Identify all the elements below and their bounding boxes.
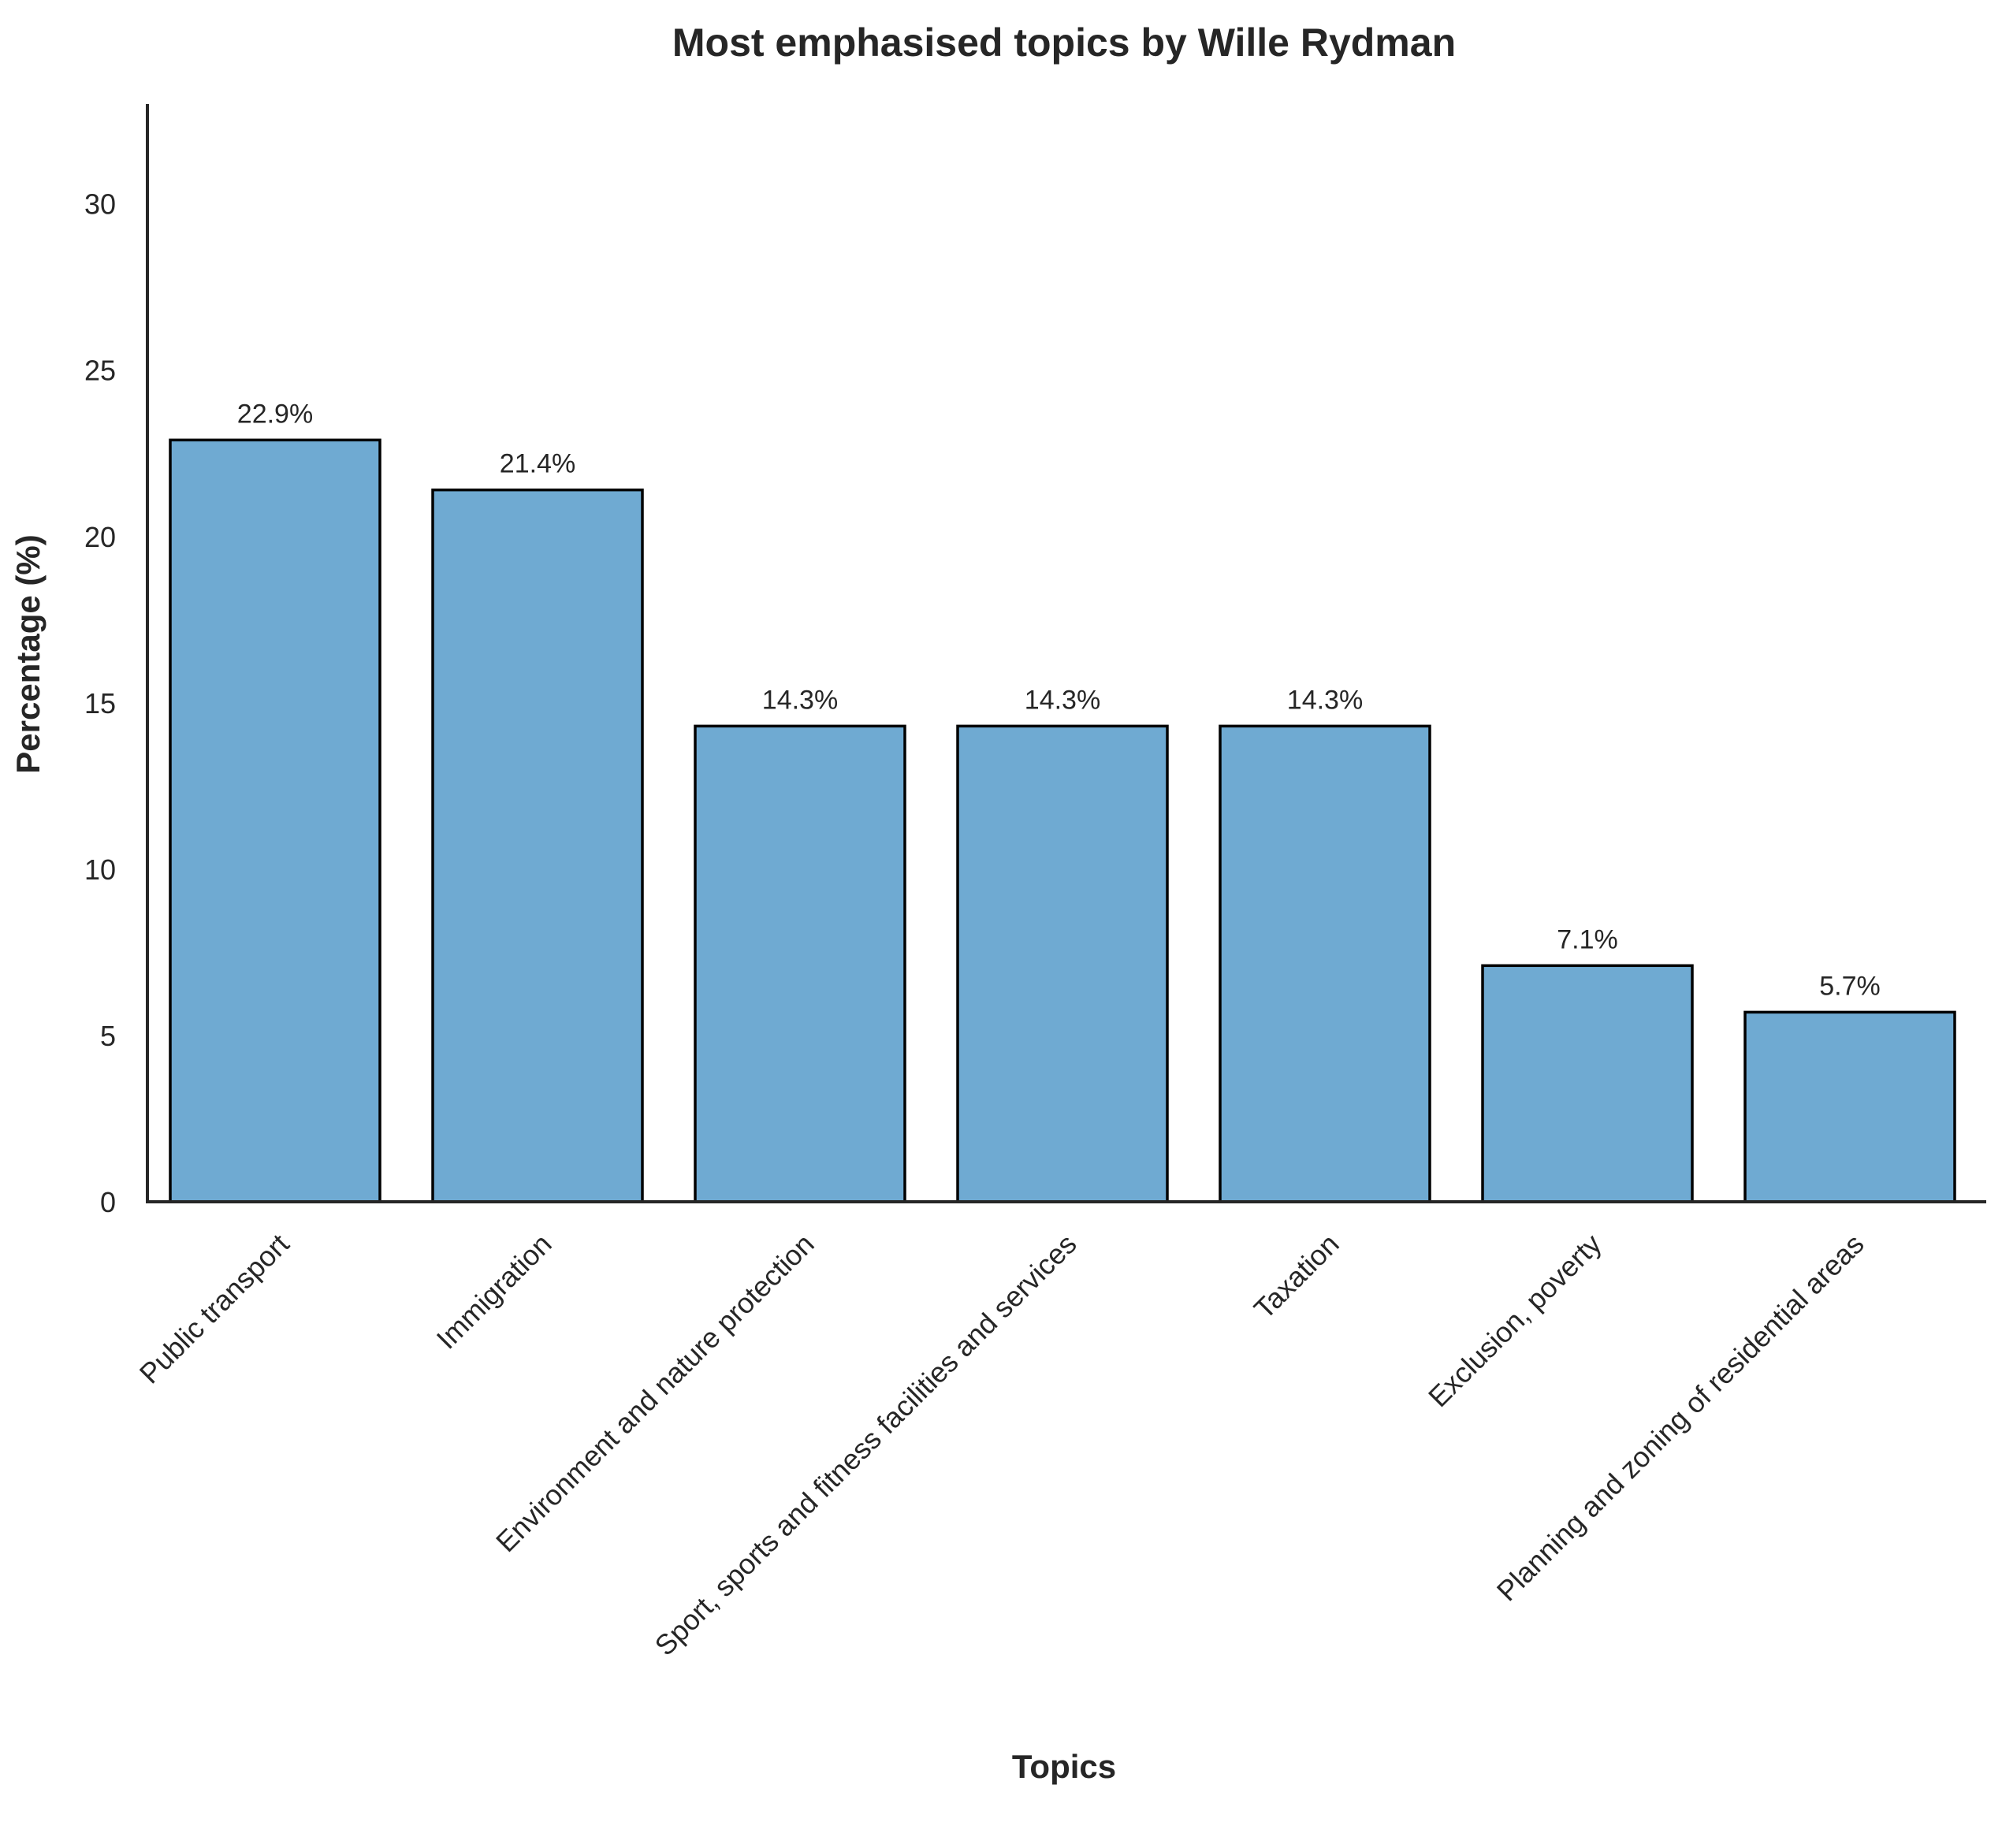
data-label: 7.1%	[1557, 924, 1618, 954]
y-tick-label: 5	[100, 1020, 116, 1052]
x-axis-label: Topics	[1012, 1748, 1116, 1785]
data-label: 22.9%	[237, 399, 313, 429]
bar	[1219, 724, 1431, 1203]
y-tick-label: 10	[84, 853, 116, 886]
x-tick-label: Sport, sports and fitness facilities and…	[649, 1228, 1083, 1662]
bar	[1481, 964, 1694, 1203]
data-label: 14.3%	[1025, 685, 1100, 715]
x-tick-label: Exclusion, poverty	[1422, 1228, 1608, 1414]
data-label: 5.7%	[1819, 971, 1881, 1001]
y-tick-label: 0	[100, 1186, 116, 1218]
bars-group	[169, 438, 1956, 1203]
x-tick-label: Taxation	[1248, 1228, 1345, 1326]
bar	[956, 724, 1169, 1203]
y-tick-label: 15	[84, 687, 116, 719]
bar	[169, 438, 381, 1203]
bar	[694, 724, 906, 1203]
y-tick-label: 30	[84, 188, 116, 221]
y-axis-ticks: 0 5 10 15 20 25 30	[84, 188, 116, 1218]
data-label: 14.3%	[1287, 685, 1363, 715]
bar	[1743, 1010, 1956, 1203]
y-tick-label: 25	[84, 355, 116, 387]
x-tick-label: Public transport	[133, 1228, 296, 1390]
bar	[431, 488, 644, 1203]
data-label: 14.3%	[762, 685, 838, 715]
data-labels-group: 22.9% 21.4% 14.3% 14.3% 14.3% 7.1% 5.7%	[237, 399, 1881, 1001]
chart-title: Most emphasised topics by Wille Rydman	[672, 20, 1456, 65]
x-tick-label: Environment and nature protection	[489, 1228, 821, 1559]
data-label: 21.4%	[500, 449, 575, 479]
y-axis-label: Percentage (%)	[9, 534, 47, 773]
x-tick-label: Immigration	[430, 1228, 558, 1355]
y-tick-label: 20	[84, 521, 116, 553]
